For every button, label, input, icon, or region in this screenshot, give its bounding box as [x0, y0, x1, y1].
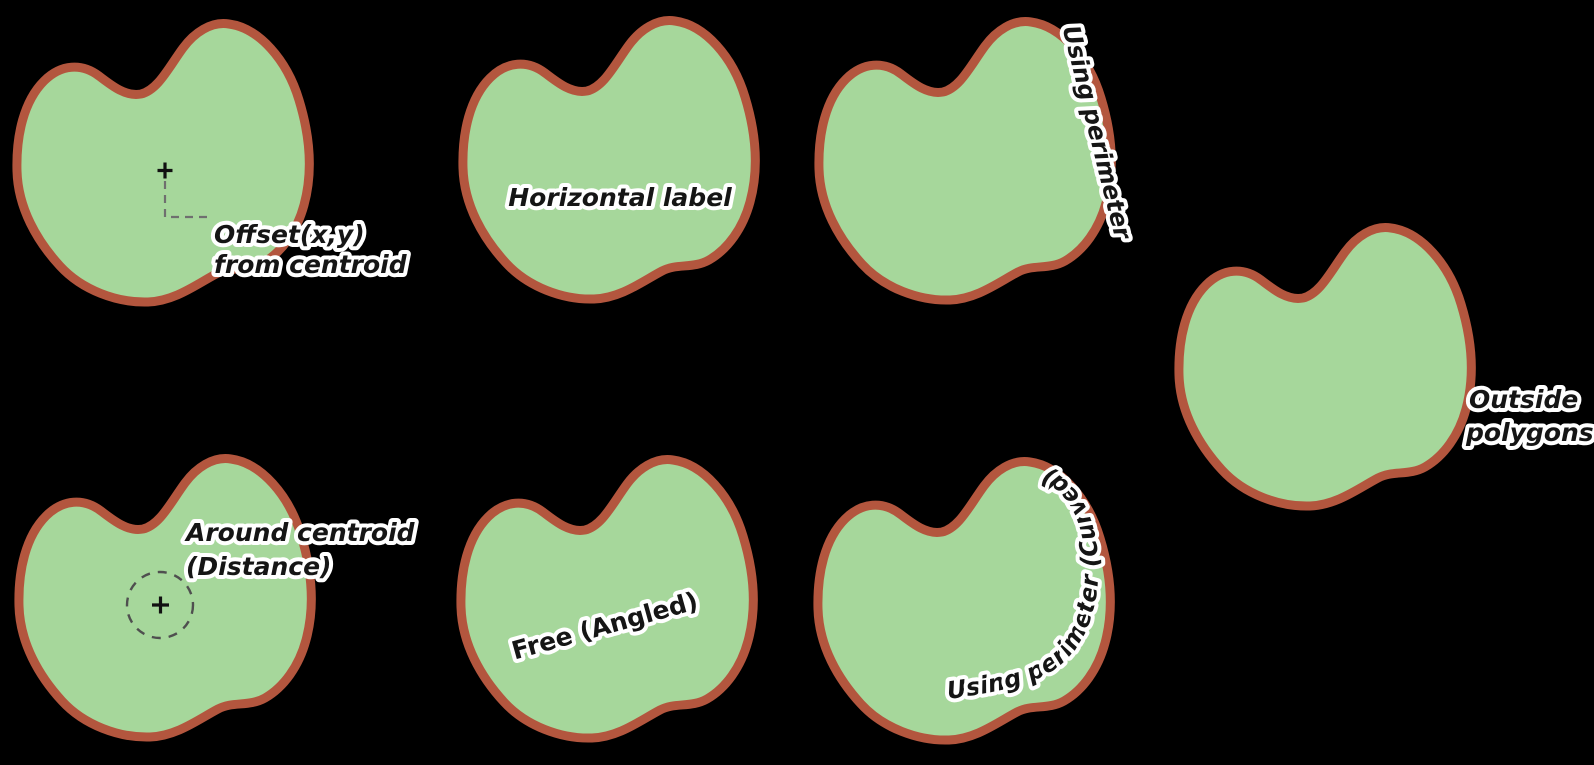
offset-guide-icon	[163, 181, 213, 219]
polygon-shape	[461, 460, 753, 739]
polygon-shape	[463, 21, 755, 300]
polygon-using-perimeter: Using perimeter	[819, 22, 1141, 301]
polygon-around-centroid: Around centroid (Distance)	[19, 459, 420, 738]
polygon-using-perimeter-curved: Using perimeter (Curved)	[818, 462, 1110, 741]
polygon-outside: Outside polygons	[1179, 228, 1594, 507]
polygon-free-angled: Free (Angled)	[461, 460, 753, 739]
label-offset-line2: from centroid	[214, 250, 408, 279]
polygon-offset-from-centroid: Offset(x,y) from centroid	[17, 24, 412, 303]
polygon-shape	[1179, 228, 1471, 507]
label-horizontal: Horizontal label	[508, 183, 732, 212]
centroid-cross-icon	[157, 162, 173, 179]
label-around-centroid-line1: Around centroid	[184, 518, 416, 547]
polygon-shape	[19, 459, 311, 738]
polygon-horizontal: Horizontal label	[463, 21, 755, 300]
label-outside-line1: Outside	[1469, 385, 1578, 414]
label-around-centroid-line2: (Distance)	[186, 552, 331, 581]
label-outside-line2: polygons	[1465, 418, 1594, 447]
label-offset-line1: Offset(x,y)	[214, 220, 365, 249]
distance-circle-icon	[125, 570, 195, 640]
centroid-cross-icon	[152, 596, 169, 614]
